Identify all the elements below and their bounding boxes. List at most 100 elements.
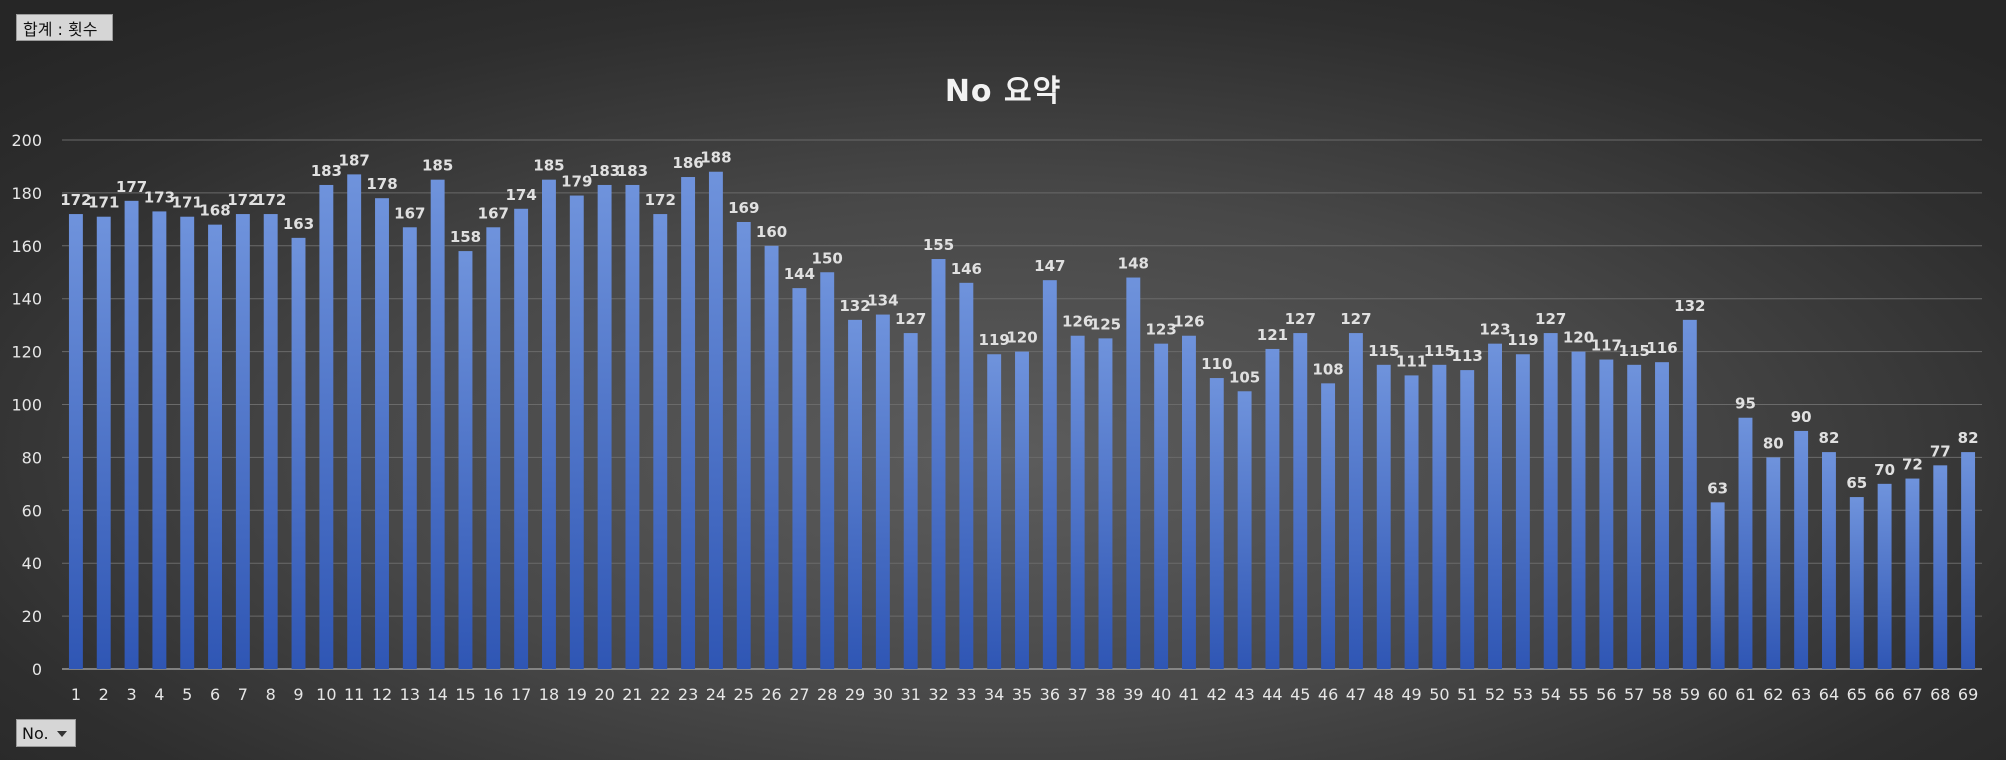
y-tick-label: 200 — [11, 131, 42, 150]
data-label: 111 — [1396, 352, 1427, 370]
x-tick-label: 64 — [1819, 685, 1839, 704]
bar — [1460, 370, 1475, 669]
bar — [681, 177, 696, 669]
bar — [903, 333, 918, 669]
bar — [1682, 319, 1697, 669]
data-label: 171 — [88, 194, 119, 212]
data-label: 132 — [1674, 297, 1705, 315]
x-tick-label: 49 — [1401, 685, 1421, 704]
data-label: 126 — [1173, 313, 1204, 331]
data-label: 160 — [756, 223, 787, 241]
bar — [1432, 364, 1447, 669]
value-field-button[interactable]: 합계 : 횟수 — [16, 14, 113, 41]
data-label: 172 — [60, 191, 91, 209]
data-label: 63 — [1707, 479, 1728, 497]
bar — [263, 214, 278, 669]
data-label: 187 — [339, 151, 370, 169]
y-tick-label: 60 — [22, 501, 42, 520]
x-tick-label: 30 — [873, 685, 893, 704]
bar — [987, 354, 1002, 669]
data-label: 82 — [1958, 429, 1979, 447]
x-tick-label: 10 — [316, 685, 336, 704]
x-tick-label: 62 — [1763, 685, 1783, 704]
x-tick-label: 46 — [1318, 685, 1338, 704]
x-tick-label: 8 — [266, 685, 276, 704]
data-label: 121 — [1257, 326, 1288, 344]
data-label: 168 — [199, 202, 230, 220]
bar — [959, 282, 974, 669]
data-label: 183 — [617, 162, 648, 180]
bar — [1126, 277, 1141, 669]
bar — [1849, 497, 1864, 669]
x-tick-label: 9 — [293, 685, 303, 704]
dropdown-arrow-icon — [57, 731, 67, 737]
bar — [1237, 391, 1252, 669]
bar — [542, 179, 556, 670]
data-label: 179 — [561, 173, 592, 191]
data-label: 80 — [1763, 434, 1784, 452]
data-label: 178 — [366, 175, 397, 193]
data-label: 126 — [1062, 313, 1093, 331]
x-tick-label: 56 — [1596, 685, 1616, 704]
data-label: 105 — [1229, 368, 1260, 386]
axis-field-dropdown[interactable]: No. — [16, 719, 76, 747]
value-field-label: 합계 : 횟수 — [23, 19, 98, 39]
x-tick-label: 7 — [238, 685, 248, 704]
data-label: 188 — [700, 149, 731, 167]
y-tick-label: 180 — [11, 184, 42, 203]
x-tick-label: 13 — [400, 685, 420, 704]
bar — [1571, 351, 1586, 669]
bar — [1042, 280, 1057, 669]
bar — [235, 214, 250, 669]
x-tick-label: 29 — [845, 685, 865, 704]
bar — [1738, 417, 1753, 669]
x-tick-label: 4 — [154, 685, 164, 704]
bar — [430, 179, 445, 670]
x-tick-label: 12 — [372, 685, 392, 704]
x-tick-label: 66 — [1874, 685, 1894, 704]
bar — [1154, 343, 1169, 669]
bar — [1209, 378, 1224, 669]
y-axis-ticks: 0 20 40 60 80 100 120 140 160 180 200 — [11, 131, 42, 679]
bar — [1599, 359, 1614, 669]
data-label: 123 — [1145, 321, 1176, 339]
data-label: 127 — [1285, 310, 1316, 328]
x-tick-label: 40 — [1151, 685, 1171, 704]
x-tick-label: 45 — [1290, 685, 1310, 704]
bar — [180, 216, 195, 669]
bar — [402, 227, 417, 669]
x-tick-label: 48 — [1374, 685, 1394, 704]
bar — [291, 237, 306, 670]
data-label: 120 — [1006, 329, 1037, 347]
bar — [1376, 364, 1391, 669]
y-tick-label: 100 — [11, 396, 42, 415]
data-label: 183 — [311, 162, 342, 180]
data-label: 163 — [283, 215, 314, 233]
data-label: 146 — [951, 260, 982, 278]
bars — [68, 171, 1976, 670]
data-label: 171 — [172, 194, 203, 212]
data-label: 119 — [1507, 331, 1538, 349]
data-label: 183 — [589, 162, 620, 180]
x-tick-label: 28 — [817, 685, 837, 704]
x-tick-label: 26 — [761, 685, 781, 704]
bar — [1348, 333, 1363, 669]
y-tick-label: 40 — [22, 554, 42, 573]
x-tick-label: 34 — [984, 685, 1004, 704]
x-tick-label: 39 — [1123, 685, 1143, 704]
x-tick-label: 36 — [1040, 685, 1060, 704]
data-label: 120 — [1563, 329, 1594, 347]
chart-title: No 요약 — [945, 74, 1061, 109]
data-label: 185 — [533, 157, 564, 175]
bar — [96, 216, 111, 669]
y-tick-label: 160 — [11, 237, 42, 256]
bar — [1905, 478, 1920, 669]
y-tick-label: 20 — [22, 607, 42, 626]
bar — [514, 208, 529, 669]
x-tick-label: 63 — [1791, 685, 1811, 704]
x-tick-label: 17 — [511, 685, 531, 704]
bar — [347, 174, 362, 669]
x-tick-label: 43 — [1234, 685, 1254, 704]
bar — [848, 319, 862, 669]
data-label: 185 — [422, 157, 453, 175]
